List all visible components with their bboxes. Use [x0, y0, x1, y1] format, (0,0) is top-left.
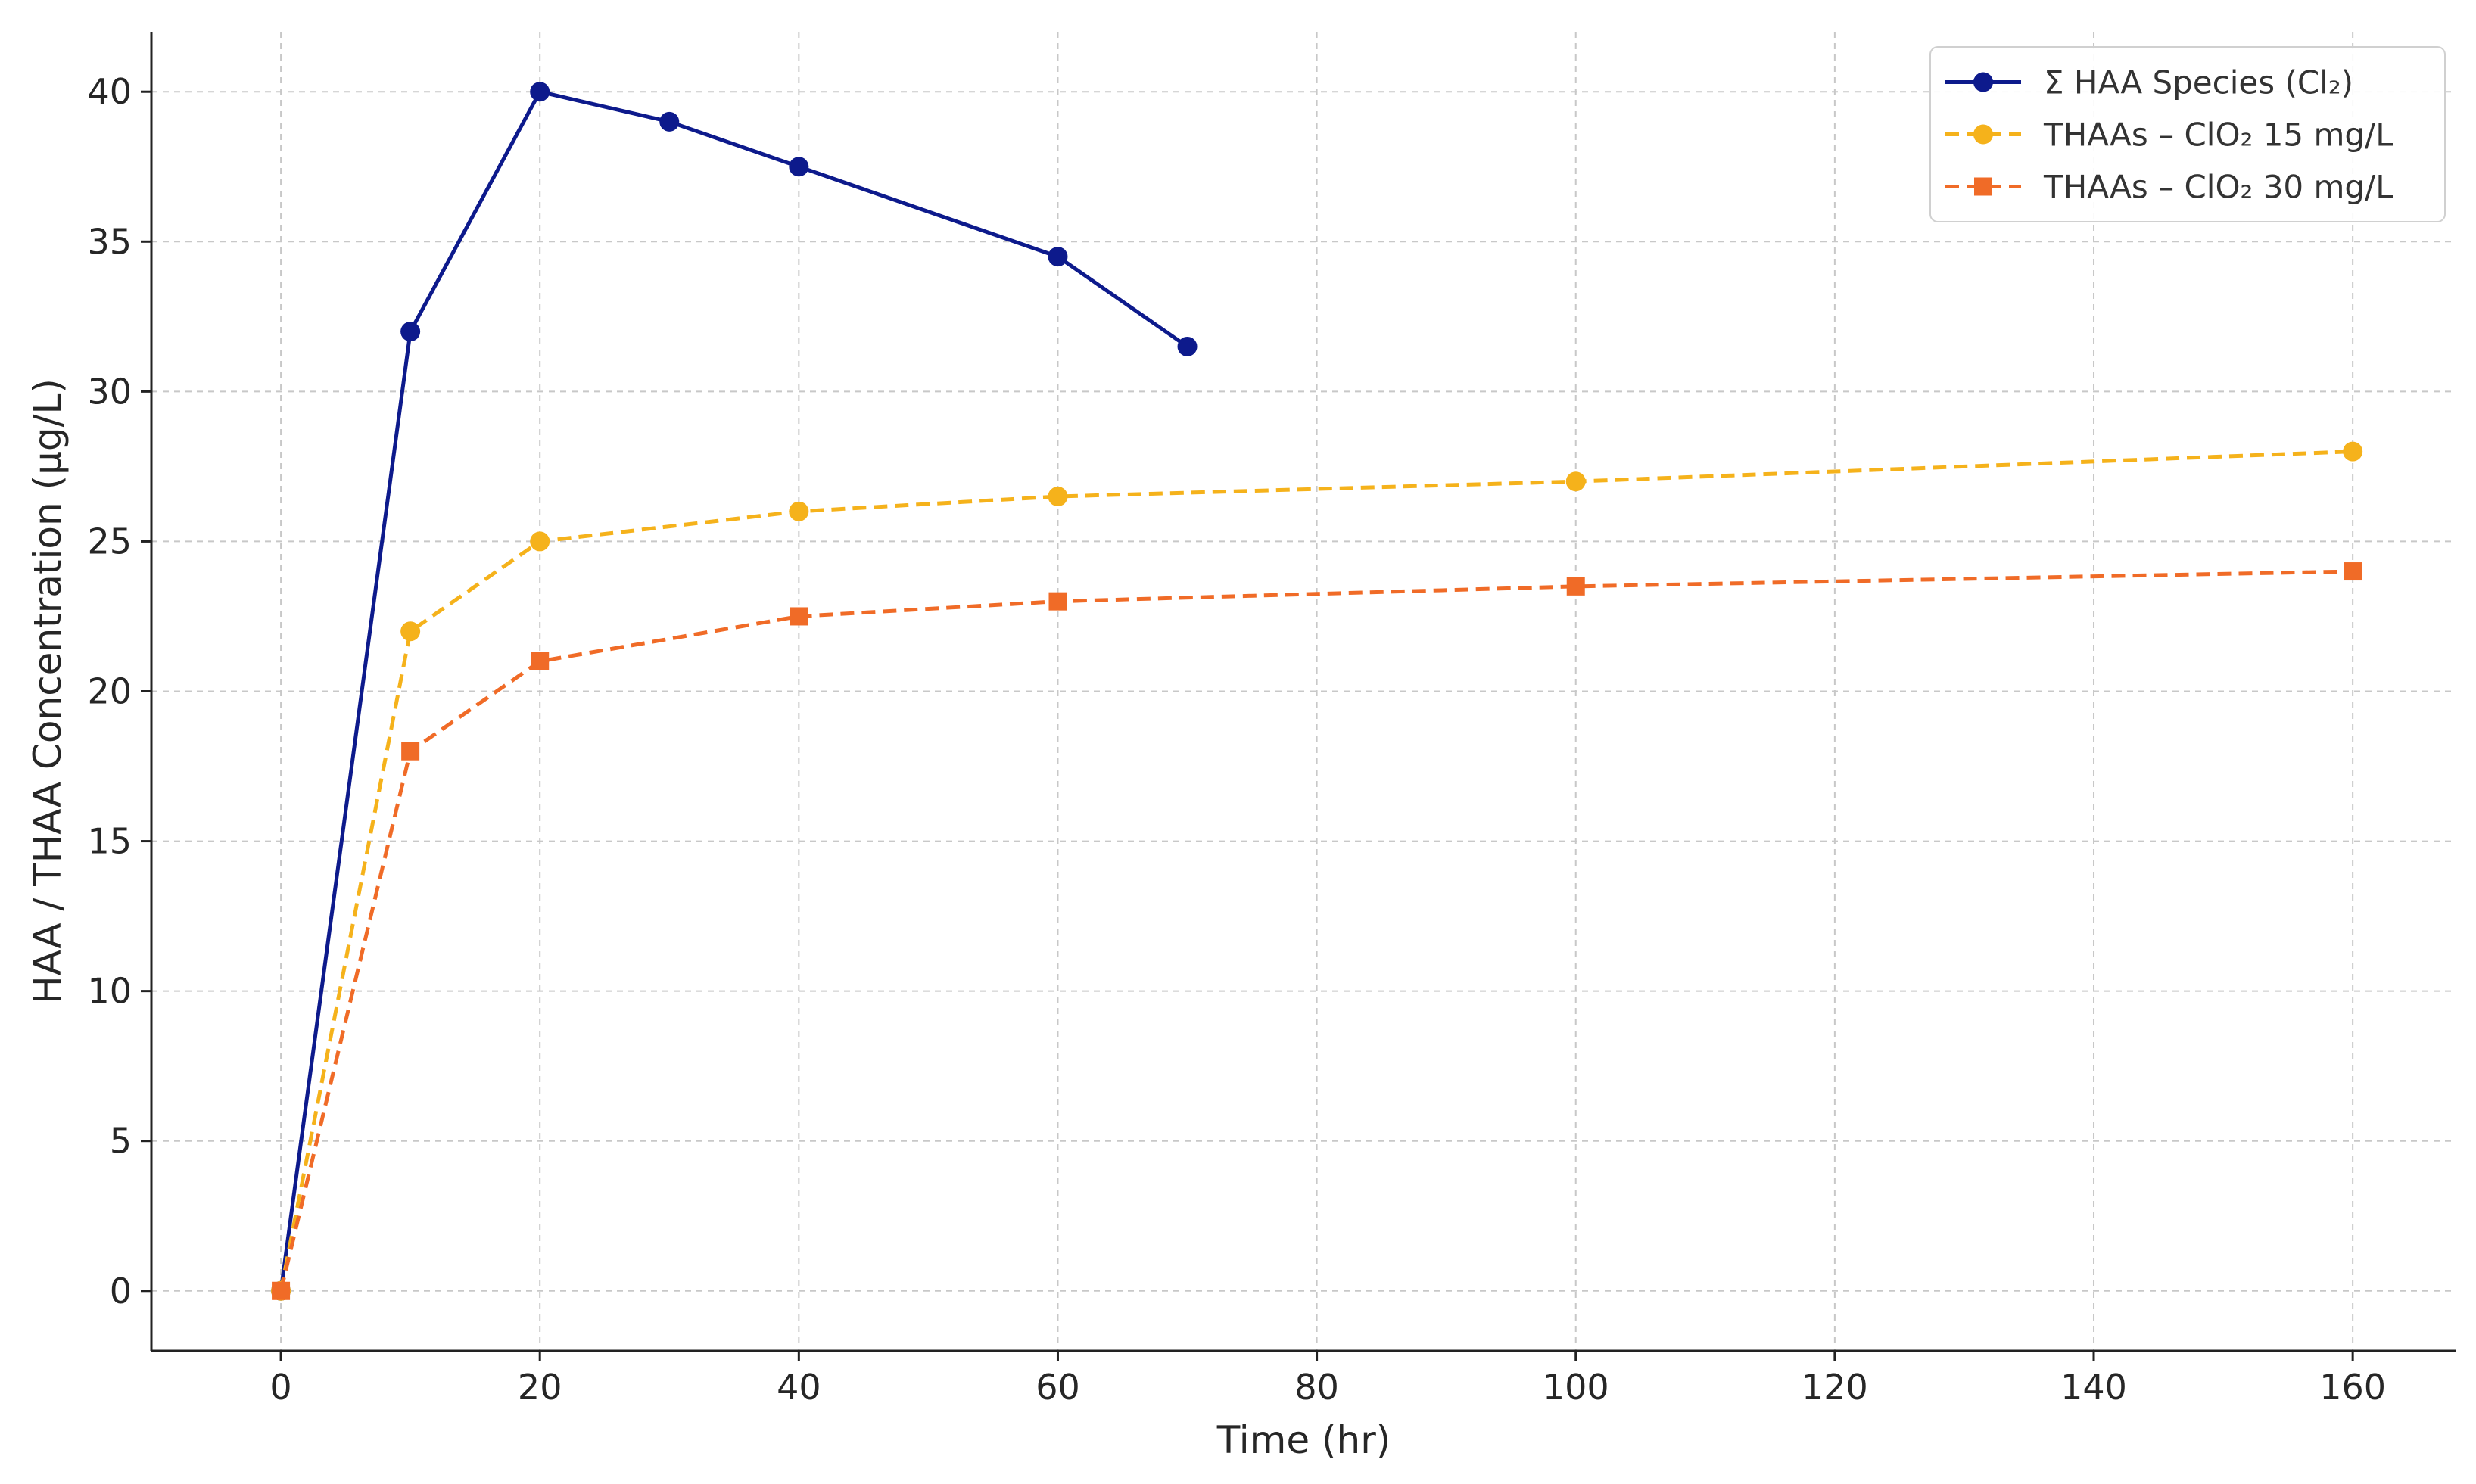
- x-axis-label: Time (hr): [1216, 1418, 1391, 1462]
- y-tick-label: 30: [87, 371, 132, 412]
- legend-marker: [1974, 177, 1992, 196]
- legend-label: THAAs – ClO₂ 15 mg/L: [2043, 117, 2393, 154]
- x-tick-label: 20: [518, 1367, 562, 1408]
- x-tick-label: 40: [777, 1367, 821, 1408]
- x-tick-label: 0: [269, 1367, 291, 1408]
- data-point: [1565, 471, 1586, 492]
- legend-box: [1929, 46, 2446, 222]
- data-point: [1048, 247, 1068, 267]
- x-tick-label: 120: [1802, 1367, 1868, 1408]
- data-point: [790, 607, 808, 626]
- data-point: [530, 531, 550, 552]
- x-tick-label: 80: [1294, 1367, 1339, 1408]
- y-axis-label: HAA / THAA Concentration (µg/L): [26, 378, 70, 1004]
- legend-marker: [1973, 124, 1993, 145]
- series-2: [272, 562, 2362, 1300]
- data-point: [1048, 487, 1068, 507]
- y-tick-label: 20: [87, 671, 132, 712]
- y-tick-label: 25: [87, 521, 132, 562]
- legend-item-1: THAAs – ClO₂ 15 mg/L: [1945, 117, 2393, 154]
- y-tick-label: 15: [87, 821, 132, 862]
- data-point: [659, 111, 680, 132]
- legend: Σ HAA Species (Cl₂) THAAs – ClO₂ 15 mg/L T…: [1929, 46, 2446, 222]
- data-point: [530, 82, 550, 102]
- y-tick-label: 40: [87, 71, 132, 112]
- data-point: [401, 742, 420, 761]
- data-point: [1177, 336, 1198, 356]
- legend-label: Σ HAA Species (Cl₂): [2044, 64, 2353, 101]
- y-tick-label: 35: [87, 221, 132, 262]
- x-tick-label: 140: [2060, 1367, 2127, 1408]
- legend-item-2: THAAs – ClO₂ 30 mg/L: [1945, 169, 2393, 206]
- legend-label: THAAs – ClO₂ 30 mg/L: [2043, 169, 2393, 206]
- legend-marker: [1973, 72, 1993, 92]
- y-tick-label: 5: [110, 1121, 132, 1162]
- series-layer: [271, 82, 2363, 1301]
- data-point: [400, 322, 421, 342]
- data-point: [2343, 441, 2363, 462]
- data-point: [531, 652, 550, 670]
- data-point: [2344, 562, 2362, 581]
- legend-item-0: Σ HAA Species (Cl₂): [1945, 64, 2353, 101]
- y-tick-label: 0: [110, 1271, 132, 1311]
- x-tick-label: 160: [2319, 1367, 2386, 1408]
- x-tick-label: 100: [1543, 1367, 1609, 1408]
- data-point: [789, 501, 809, 521]
- data-point: [400, 621, 421, 642]
- data-point: [272, 1281, 291, 1300]
- y-tick-label: 10: [87, 971, 132, 1012]
- axes: 0 20 40 60 80 100 120 140 160 0 5 10 15 20 25 30 35 40: [87, 32, 2456, 1408]
- data-point: [789, 157, 809, 177]
- data-point: [1048, 592, 1067, 611]
- data-point: [1566, 577, 1585, 596]
- x-tick-label: 60: [1036, 1367, 1080, 1408]
